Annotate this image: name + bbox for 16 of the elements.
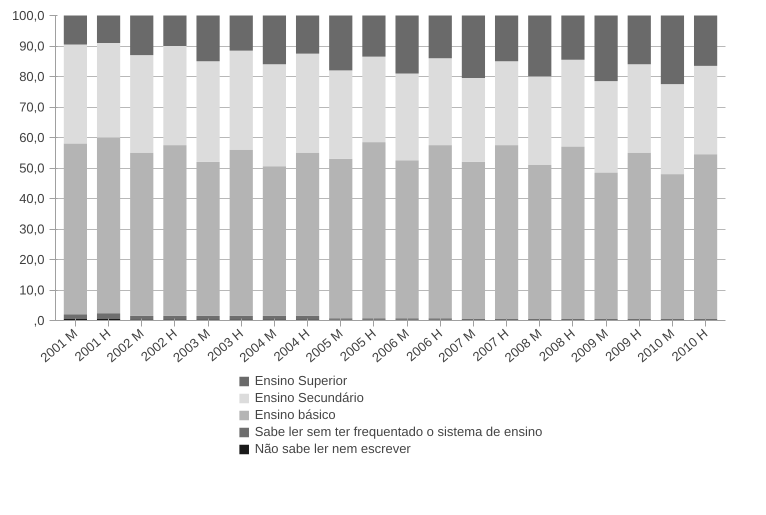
y-tick-label: ,0 [34,313,44,328]
y-tick-label: 100,0 [12,8,45,23]
y-tick-label: 80,0 [19,69,45,84]
y-tick-label: 10,0 [19,282,45,298]
legend-label: Sabe ler sem ter frequentado o sistema de ensino [254,424,542,439]
y-tick-label: 40,0 [19,191,45,206]
y-tick-label: 20,0 [19,252,45,267]
y-tick-label: 50,0 [19,160,45,176]
legend-label: Ensino básico [254,407,336,422]
legend-label: Não sabe ler nem escrever [254,441,411,456]
y-tick-label: 30,0 [19,222,45,236]
legend-label: Ensino Superior [254,373,348,388]
y-tick-label: 60,0 [19,130,45,145]
y-tick-label: 70,0 [19,100,45,114]
y-tick-label: 90,0 [19,38,45,54]
legend-label: Ensino Secundário [254,390,364,405]
